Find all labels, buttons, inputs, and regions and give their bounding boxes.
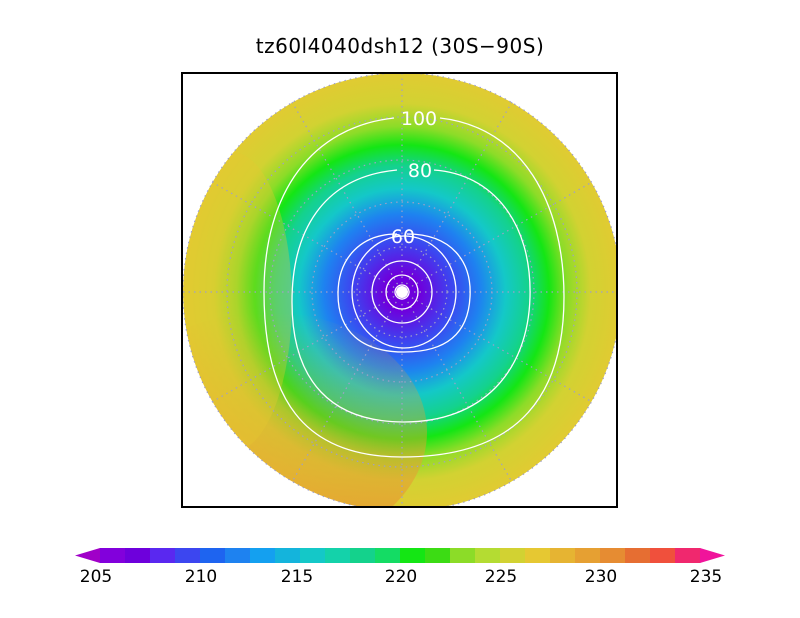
colorbar-tick-235: 235 [689, 567, 723, 587]
colorbar-segment [650, 548, 676, 563]
colorbar-segment [300, 548, 326, 563]
colorbar-segment [325, 548, 351, 563]
colorbar-tick-215: 215 [280, 567, 314, 587]
map-title: tz60l4040dsh12 (30S−90S) [255, 34, 545, 58]
colorbar-segment [600, 548, 626, 563]
colorbar-segment [350, 548, 376, 563]
colorbar-segment [100, 548, 126, 563]
contour-label-60: 60 [391, 226, 415, 248]
colorbar-arrow-high [700, 548, 725, 563]
colorbar-tick-225: 225 [484, 567, 518, 587]
contour-label-80: 80 [408, 160, 432, 182]
colorbar-segment [200, 548, 226, 563]
contour-label-100: 100 [401, 108, 437, 130]
colorbar-segment [400, 548, 426, 563]
polar-map: 60 80 100 [183, 74, 616, 506]
colorbar-segment [625, 548, 651, 563]
contour-lines [263, 117, 565, 458]
colorbar-segment [475, 548, 501, 563]
colorbar-segment [500, 548, 526, 563]
colorbar-tick-210: 210 [184, 567, 218, 587]
colorbar [75, 548, 725, 563]
colorbar-segment [275, 548, 301, 563]
colorbar-tick-220: 220 [384, 567, 418, 587]
colorbar-segment [450, 548, 476, 563]
graticule [183, 74, 616, 506]
colorbar-segment [150, 548, 176, 563]
contour-labels: 60 80 100 [391, 108, 437, 248]
colorbar-segment [525, 548, 551, 563]
colorbar-segment [125, 548, 151, 563]
colorbar-segment [425, 548, 451, 563]
colorbar-segment [675, 548, 701, 563]
colorbar-tick-205: 205 [79, 567, 113, 587]
colorbar-segment [550, 548, 576, 563]
colorbar-segment [250, 548, 276, 563]
map-panel: 60 80 100 [181, 72, 618, 508]
colorbar-segment [375, 548, 401, 563]
colorbar-tick-230: 230 [584, 567, 618, 587]
colorbar-segment [575, 548, 601, 563]
colorbar-segment [175, 548, 201, 563]
pole-point [396, 286, 408, 298]
colorbar-arrow-low [75, 548, 100, 563]
colorbar-segment [225, 548, 251, 563]
